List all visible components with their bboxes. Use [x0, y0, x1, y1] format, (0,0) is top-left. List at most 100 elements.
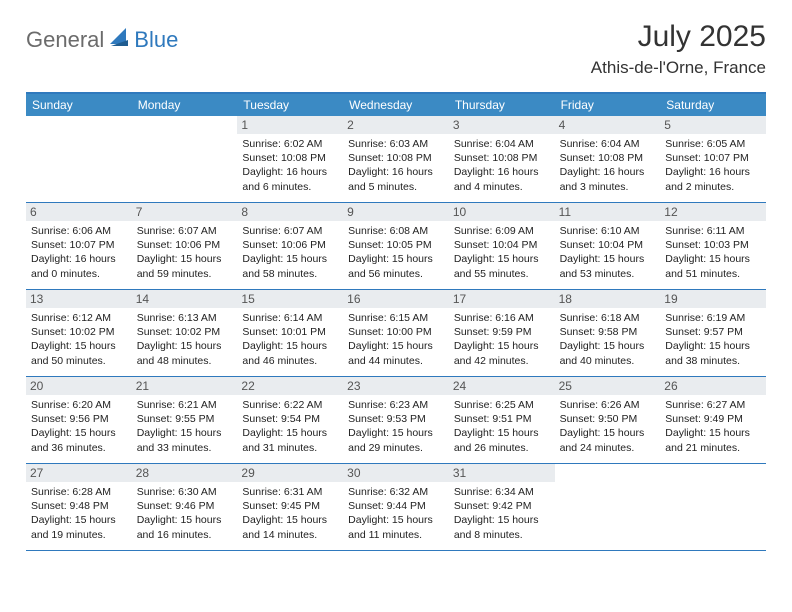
daylight-line-1: Daylight: 15 hours — [665, 426, 761, 440]
day-number: 15 — [237, 290, 343, 308]
sunset-line: Sunset: 9:49 PM — [665, 412, 761, 426]
calendar-page: General Blue July 2025 Athis-de-l'Orne, … — [0, 0, 792, 571]
day-cell: 10 Sunrise: 6:09 AMSunset: 10:04 PMDaylig… — [449, 203, 555, 289]
sunset-line: Sunset: 10:06 PM — [137, 238, 233, 252]
day-cell: 14Sunrise: 6:13 AMSunset: 10:02 PMDaylig… — [132, 290, 238, 376]
daylight-line-1: Daylight: 15 hours — [665, 252, 761, 266]
day-cell: 17Sunrise: 6:16 AMSunset: 9:59 PMDayligh… — [449, 290, 555, 376]
day-cell: 13Sunrise: 6:12 AMSunset: 10:02 PMDaylig… — [26, 290, 132, 376]
day-cell: 15Sunrise: 6:14 AMSunset: 10:01 PMDaylig… — [237, 290, 343, 376]
day-number: 16 — [343, 290, 449, 308]
sunrise-line: Sunrise: 6:23 AM — [348, 398, 444, 412]
daylight-line-2: and 29 minutes. — [348, 441, 444, 455]
day-number: 30 — [343, 464, 449, 482]
day-cell: 6Sunrise: 6:06 AMSunset: 10:07 PMDayligh… — [26, 203, 132, 289]
daylight-line-1: Daylight: 15 hours — [242, 513, 338, 527]
day-cell: 2Sunrise: 6:03 AMSunset: 10:08 PMDayligh… — [343, 116, 449, 202]
day-number: 18 — [555, 290, 661, 308]
daylight-line-1: Daylight: 15 hours — [242, 339, 338, 353]
sunset-line: Sunset: 10:06 PM — [242, 238, 338, 252]
sunset-line: Sunset: 10:08 PM — [454, 151, 550, 165]
day-number: 26 — [660, 377, 766, 395]
daylight-line-2: and 51 minutes. — [665, 267, 761, 281]
daylight-line-2: and 38 minutes. — [665, 354, 761, 368]
day-number: 29 — [237, 464, 343, 482]
daylight-line-2: and 26 minutes. — [454, 441, 550, 455]
title-block: July 2025 Athis-de-l'Orne, France — [591, 20, 766, 78]
daylight-line-2: and 59 minutes. — [137, 267, 233, 281]
weekday-header: Saturday — [660, 94, 766, 116]
daylight-line-1: Daylight: 15 hours — [348, 339, 444, 353]
sunset-line: Sunset: 9:59 PM — [454, 325, 550, 339]
daylight-line-2: and 33 minutes. — [137, 441, 233, 455]
day-number: 11 — [555, 203, 661, 221]
sunrise-line: Sunrise: 6:14 AM — [242, 311, 338, 325]
sunrise-line: Sunrise: 6:04 AM — [454, 137, 550, 151]
sunrise-line: Sunrise: 6:03 AM — [348, 137, 444, 151]
week-row: 27Sunrise: 6:28 AMSunset: 9:48 PMDayligh… — [26, 464, 766, 551]
sunrise-line: Sunrise: 6:18 AM — [560, 311, 656, 325]
sunrise-line: Sunrise: 6:05 AM — [665, 137, 761, 151]
week-row: 20Sunrise: 6:20 AMSunset: 9:56 PMDayligh… — [26, 377, 766, 464]
location: Athis-de-l'Orne, France — [591, 58, 766, 78]
weekday-header: Monday — [132, 94, 238, 116]
sunrise-line: Sunrise: 6:02 AM — [242, 137, 338, 151]
daylight-line-2: and 24 minutes. — [560, 441, 656, 455]
day-cell: 9Sunrise: 6:08 AMSunset: 10:05 PMDayligh… — [343, 203, 449, 289]
daylight-line-1: Daylight: 15 hours — [665, 339, 761, 353]
sunrise-line: Sunrise: 6:30 AM — [137, 485, 233, 499]
sunset-line: Sunset: 9:55 PM — [137, 412, 233, 426]
header: General Blue July 2025 Athis-de-l'Orne, … — [26, 20, 766, 78]
sunrise-line: Sunrise: 6:22 AM — [242, 398, 338, 412]
sunrise-line: Sunrise: 6:06 AM — [31, 224, 127, 238]
day-number: 2 — [343, 116, 449, 134]
calendar-grid: Sunday Monday Tuesday Wednesday Thursday… — [26, 92, 766, 551]
sunset-line: Sunset: 9:58 PM — [560, 325, 656, 339]
sunset-line: Sunset: 9:51 PM — [454, 412, 550, 426]
daylight-line-1: Daylight: 15 hours — [242, 426, 338, 440]
day-number: 1 — [237, 116, 343, 134]
daylight-line-2: and 16 minutes. — [137, 528, 233, 542]
month-title: July 2025 — [591, 20, 766, 54]
sunrise-line: Sunrise: 6:28 AM — [31, 485, 127, 499]
day-cell: 23Sunrise: 6:23 AMSunset: 9:53 PMDayligh… — [343, 377, 449, 463]
day-number: 17 — [449, 290, 555, 308]
day-number: 25 — [555, 377, 661, 395]
sunrise-line: Sunrise: 6:09 AM — [454, 224, 550, 238]
sunrise-line: Sunrise: 6:07 AM — [137, 224, 233, 238]
week-row: 6Sunrise: 6:06 AMSunset: 10:07 PMDayligh… — [26, 203, 766, 290]
daylight-line-2: and 48 minutes. — [137, 354, 233, 368]
daylight-line-2: and 42 minutes. — [454, 354, 550, 368]
day-cell-empty — [26, 116, 132, 202]
day-number: 10 — [449, 203, 555, 221]
sunrise-line: Sunrise: 6:25 AM — [454, 398, 550, 412]
daylight-line-1: Daylight: 15 hours — [560, 426, 656, 440]
sunset-line: Sunset: 10:02 PM — [137, 325, 233, 339]
day-number: 22 — [237, 377, 343, 395]
daylight-line-2: and 5 minutes. — [348, 180, 444, 194]
sunrise-line: Sunrise: 6:20 AM — [31, 398, 127, 412]
weekday-header: Thursday — [449, 94, 555, 116]
daylight-line-2: and 46 minutes. — [242, 354, 338, 368]
day-cell: 20Sunrise: 6:20 AMSunset: 9:56 PMDayligh… — [26, 377, 132, 463]
daylight-line-1: Daylight: 15 hours — [454, 339, 550, 353]
sunrise-line: Sunrise: 6:32 AM — [348, 485, 444, 499]
daylight-line-1: Daylight: 15 hours — [454, 252, 550, 266]
daylight-line-2: and 53 minutes. — [560, 267, 656, 281]
sunrise-line: Sunrise: 6:21 AM — [137, 398, 233, 412]
weeks-container: 1 Sunrise: 6:02 AM Sunset: 10:08 PM Dayligh… — [26, 116, 766, 551]
daylight-line-1: Daylight: 15 hours — [137, 339, 233, 353]
sunset-line: Sunset: 10:04 PM — [454, 238, 550, 252]
sunset-line: Sunset: 10:00 PM — [348, 325, 444, 339]
sunset-line: Sunset: 10:07 PM — [665, 151, 761, 165]
sunrise-line: Sunrise: 6:27 AM — [665, 398, 761, 412]
daylight-line-1: Daylight: 15 hours — [31, 426, 127, 440]
daylight-line-1: Daylight: 15 hours — [348, 426, 444, 440]
day-cell-empty — [132, 116, 238, 202]
sunrise-line: Sunrise: 6:13 AM — [137, 311, 233, 325]
sunset-line: Sunset: 9:53 PM — [348, 412, 444, 426]
day-cell: 3Sunrise: 6:04 AMSunset: 10:08 PMDayligh… — [449, 116, 555, 202]
sunset-line: Sunset: 10:04 PM — [560, 238, 656, 252]
day-cell: 7Sunrise: 6:07 AMSunset: 10:06 PMDayligh… — [132, 203, 238, 289]
daylight-line-2: and 19 minutes. — [31, 528, 127, 542]
